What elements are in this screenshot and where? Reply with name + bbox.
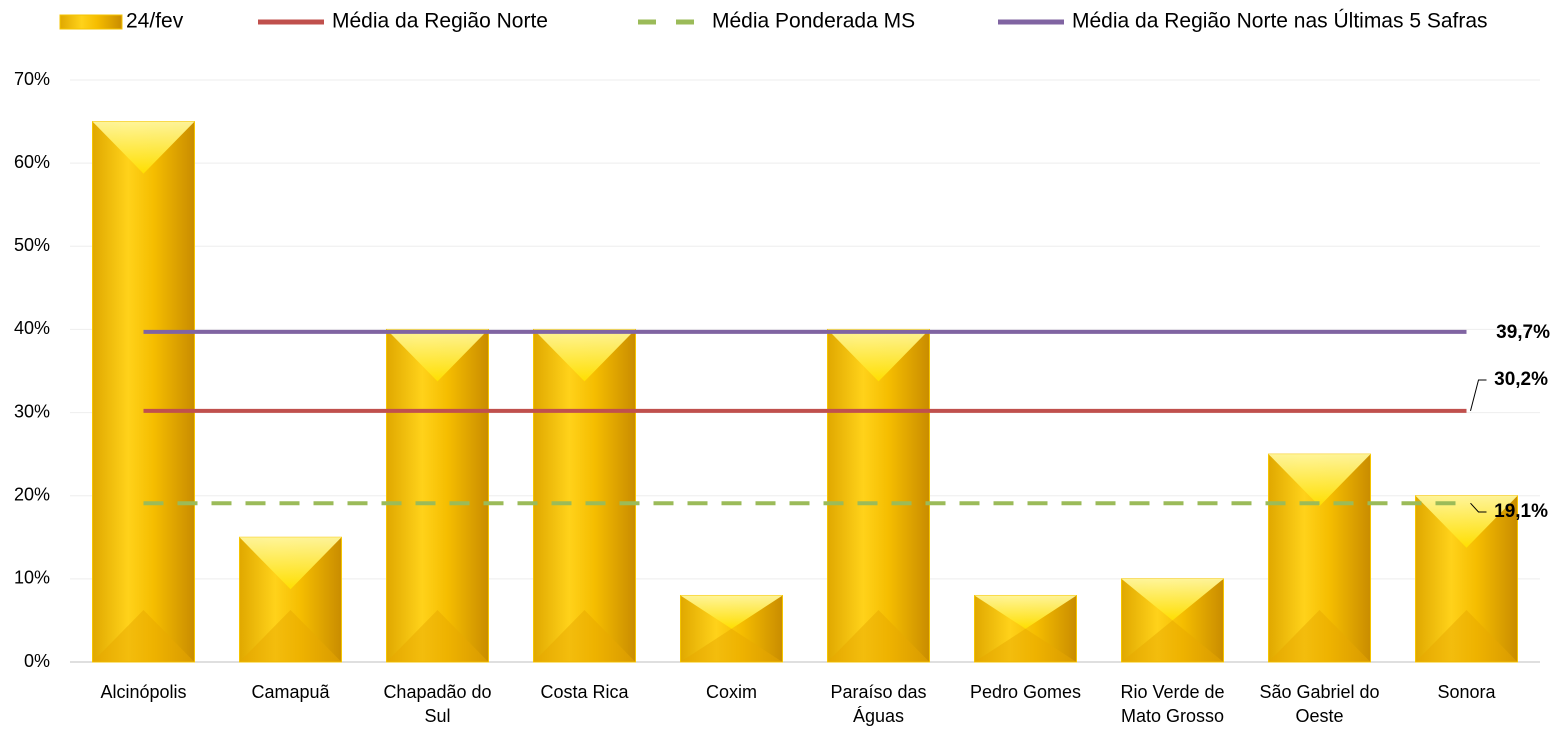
bar-bevel (239, 537, 342, 590)
bar-bevel (974, 628, 1077, 662)
x-tick-label: Pedro Gomes (970, 682, 1081, 702)
bar-bevel (827, 329, 930, 382)
x-tick-label: Rio Verde de Mato Grosso (1120, 682, 1224, 726)
bar-bevel (533, 610, 636, 662)
bar-bevel (1268, 610, 1371, 662)
bar (1268, 453, 1371, 663)
y-tick-label: 70% (14, 69, 50, 89)
x-tick-label: Chapadão do Sul (383, 682, 491, 726)
legend-label: Média da Região Norte (332, 10, 548, 33)
bar (533, 328, 636, 663)
bar (386, 328, 489, 663)
leader-line (1470, 379, 1487, 412)
y-tick-label: 0% (24, 651, 50, 671)
bar (92, 121, 195, 663)
x-tick-label: Alcinópolis (100, 682, 186, 702)
value-label: 19,1% (1494, 501, 1548, 522)
bar-body (533, 328, 636, 663)
bar-body (92, 121, 195, 663)
y-tick-label: 20% (14, 484, 50, 504)
bar-bevel (680, 595, 783, 629)
legend-swatch (59, 14, 123, 30)
bar-bevel (680, 628, 783, 662)
y-tick-label: 60% (14, 152, 50, 172)
y-tick-label: 40% (14, 318, 50, 338)
bar-body (827, 328, 930, 663)
y-tick-label: 10% (14, 568, 50, 588)
bar (827, 328, 930, 663)
bar-bevel (1121, 620, 1224, 662)
bar-bevel (1268, 454, 1371, 507)
legend-label: Média da Região Norte nas Últimas 5 Safr… (1072, 10, 1488, 33)
leader-line (1470, 502, 1487, 513)
bar-bevel (1121, 578, 1224, 621)
bar (1121, 578, 1224, 663)
bar-bevel (974, 595, 1077, 629)
x-tick-label: Coxim (706, 682, 757, 702)
x-tick-label: Camapuã (251, 682, 330, 702)
bar (680, 594, 783, 663)
bar-bevel (827, 610, 930, 662)
bar (1415, 495, 1518, 663)
value-label: 39,7% (1496, 322, 1550, 343)
bar-bevel (1415, 495, 1518, 548)
bar (239, 536, 342, 663)
legend: 24/fev Média da Região Norte Média Pondera… (59, 10, 1488, 33)
bar-bevel (1415, 610, 1518, 662)
y-tick-label: 50% (14, 235, 50, 255)
bar-bevel (386, 610, 489, 662)
bar (974, 594, 1077, 663)
x-tick-label: São Gabriel do Oeste (1259, 682, 1379, 726)
bar-bevel (239, 610, 342, 662)
bar-bevel (386, 329, 489, 382)
x-tick-label: Costa Rica (540, 682, 629, 702)
bar-bevel (92, 121, 195, 174)
x-tick-label: Sonora (1437, 682, 1496, 702)
value-label: 30,2% (1494, 369, 1548, 390)
bar-bevel (533, 329, 636, 382)
y-tick-label: 30% (14, 401, 50, 421)
legend-label: 24/fev (126, 10, 184, 33)
bar-bevel (92, 610, 195, 662)
x-tick-label: Paraíso das Águas (830, 682, 926, 726)
legend-label: Média Ponderada MS (712, 10, 915, 33)
